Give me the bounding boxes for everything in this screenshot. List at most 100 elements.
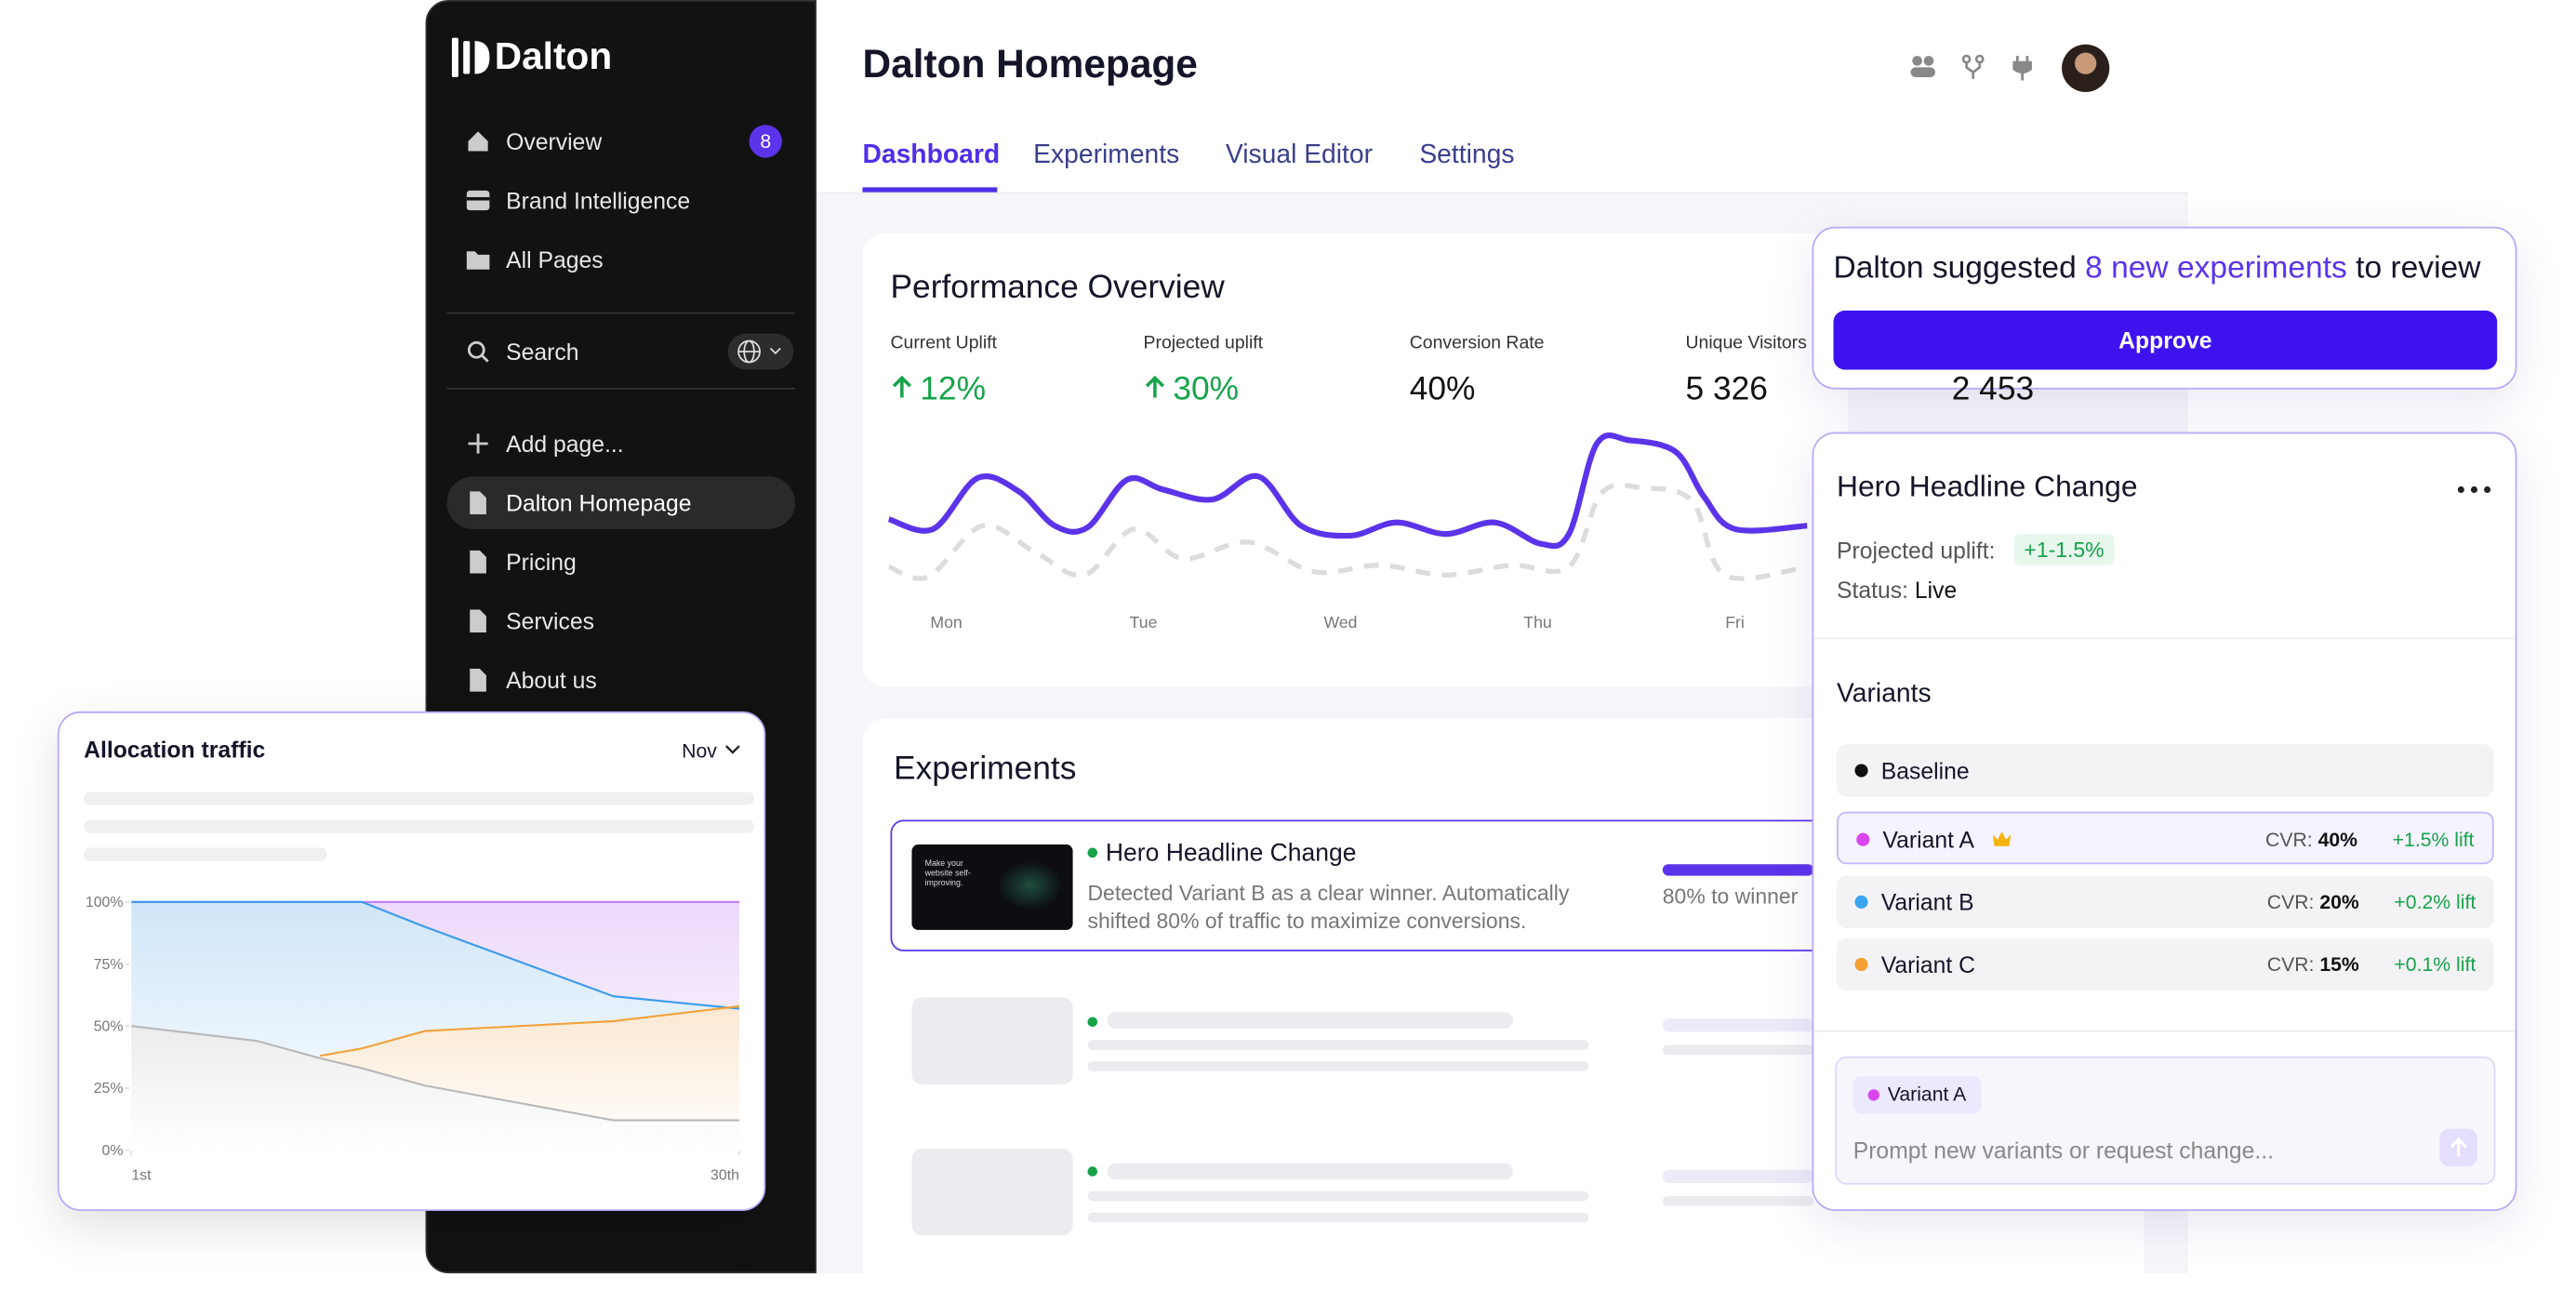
day-label: Fri [1725, 613, 1745, 632]
metric: 12% [890, 371, 986, 409]
avatar[interactable] [2062, 44, 2110, 92]
day-label: Wed [1324, 613, 1358, 632]
y-tick-label: 100% [86, 895, 124, 911]
metric-value: 2 453 [1951, 371, 2035, 408]
thumbnail-art [997, 860, 1063, 911]
nav-item[interactable]: All Pages [447, 233, 796, 286]
status-dot [1087, 1017, 1098, 1028]
variant-name: Variant A [1882, 826, 1975, 853]
metric-value: 5 326 [1685, 371, 1768, 408]
metric: 5 326 [1686, 371, 1768, 409]
page-item[interactable]: Pricing [447, 536, 796, 589]
thumbnail-text: Make your website self-improving. [924, 858, 971, 889]
uplift-label: Projected uplift: [1837, 537, 1996, 564]
nav-item[interactable]: Brand Intelligence [447, 174, 796, 227]
crown-icon [1991, 828, 2012, 854]
more-menu[interactable] [2456, 485, 2492, 495]
variant-lift: +0.1% lift [2394, 952, 2476, 977]
skeleton [1662, 1044, 1814, 1056]
chip-label: Variant A [1887, 1083, 1967, 1106]
skeleton [1662, 1018, 1814, 1032]
variant-name: Baseline [1880, 757, 1970, 784]
page-item[interactable]: Services [447, 595, 796, 648]
variant-row[interactable]: Variant A CVR: 40% +1.5% lift [1837, 811, 2494, 865]
metric: 30% [1144, 371, 1239, 409]
series-line [131, 900, 740, 1010]
tab[interactable]: Settings [1419, 140, 1515, 169]
approve-button[interactable]: Approve [1833, 310, 2498, 370]
status-dot [1087, 847, 1098, 858]
skeleton [1087, 1190, 1589, 1202]
tab[interactable]: Experiments [1033, 140, 1180, 169]
text: Dalton suggested [1833, 251, 2077, 286]
skeleton [1107, 1012, 1514, 1029]
card-title: Performance Overview [890, 269, 1225, 306]
nav-item[interactable]: Overview 8 [447, 115, 796, 168]
text: to review [2356, 251, 2481, 286]
variant-lift: +1.5% lift [2392, 828, 2475, 852]
search[interactable]: Search [447, 326, 796, 379]
metric-label: Unique Visitors [1685, 333, 1807, 353]
series-line [131, 1025, 739, 1122]
page-item[interactable]: Add page... [447, 418, 796, 471]
variant-dot [1854, 895, 1868, 909]
variant-cvr: CVR: 20% [2267, 890, 2359, 913]
variant-row[interactable]: Variant C CVR: 15% +0.1% lift [1837, 937, 2494, 991]
brand-name: Dalton [494, 34, 613, 78]
language-select[interactable] [727, 333, 794, 370]
skeleton [911, 997, 1073, 1084]
chip-dot [1867, 1089, 1879, 1101]
period-select[interactable]: Nov [682, 739, 745, 763]
variant-dot [1854, 764, 1868, 778]
link[interactable]: 8 new experiments [2085, 251, 2347, 286]
variant-cvr: CVR: 40% [2265, 828, 2357, 851]
variant-row[interactable]: Variant B CVR: 20% +0.2% lift [1837, 875, 2494, 929]
variant-dot [1856, 832, 1870, 846]
y-tick-label: 50% [94, 1019, 124, 1035]
skeleton [1662, 1169, 1814, 1183]
divider [446, 312, 796, 314]
send-button[interactable] [2439, 1128, 2478, 1167]
tab[interactable]: Visual Editor [1225, 140, 1374, 169]
detail-title: Hero Headline Change [1837, 470, 2138, 503]
badge: 8 [749, 125, 782, 158]
experiment-description: Detected Variant B as a clear winner. Au… [1087, 880, 1570, 934]
tab-underline [862, 187, 998, 193]
variant-lift: +0.2% lift [2394, 890, 2476, 914]
variant-cvr: CVR: 15% [2267, 953, 2359, 977]
experiment-title: Hero Headline Change [1105, 839, 1357, 868]
cvr-value: 40% [2317, 828, 2358, 852]
metric-label: Current Uplift [890, 333, 997, 353]
header [816, 0, 2189, 194]
status-value: Live [1914, 577, 1958, 604]
status-label: Status: [1837, 577, 1909, 604]
skeleton [84, 819, 754, 833]
variants-title: Variants [1837, 680, 1932, 709]
cvr-label: CVR: [2266, 890, 2315, 914]
skeleton [911, 1148, 1073, 1236]
period-label: Nov [682, 738, 717, 763]
tab[interactable]: Dashboard [862, 140, 1001, 169]
variant-line [887, 432, 1808, 550]
nav-label: Brand Intelligence [506, 187, 691, 214]
variant-chip[interactable]: Variant A [1852, 1076, 1982, 1114]
status-dot [1087, 1166, 1098, 1177]
cvr-label: CVR: [2265, 828, 2313, 852]
page-item[interactable]: About us [447, 654, 796, 707]
skeleton [1662, 1196, 1814, 1206]
brand-logo [451, 37, 490, 78]
y-tick-label: 75% [94, 957, 124, 973]
x-tick-label: 1st [131, 1167, 152, 1183]
variant-row[interactable]: Baseline [1837, 744, 2494, 797]
skeleton [84, 847, 327, 861]
page-item[interactable]: Dalton Homepage [446, 476, 796, 529]
page-label: Add page... [506, 430, 624, 458]
suggestion-text: Dalton suggested 8 new experiments to re… [1834, 251, 2481, 287]
cvr-value: 20% [2319, 890, 2359, 914]
card-title: Experiments [894, 751, 1077, 788]
metric-label: Conversion Rate [1409, 333, 1545, 353]
page-label: Services [506, 607, 594, 634]
progress-bar [1662, 864, 1814, 876]
baseline-line [887, 482, 1808, 581]
